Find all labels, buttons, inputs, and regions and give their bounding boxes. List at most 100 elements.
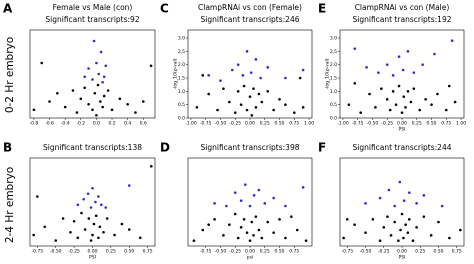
point — [388, 108, 392, 112]
point — [382, 226, 386, 229]
point — [87, 217, 91, 220]
point — [272, 231, 275, 234]
x-tick-label: -0.25 — [229, 249, 241, 255]
x-tick-label: -0.25 — [381, 121, 393, 127]
x-tick-label: -0.25 — [229, 121, 241, 127]
point — [79, 97, 83, 101]
x-tick-label: 0.75 — [289, 249, 299, 255]
y-tick-label: 2.5 — [330, 49, 337, 55]
point — [91, 186, 94, 190]
x-axis-label: PSI — [399, 127, 406, 133]
point — [43, 225, 47, 229]
y-tick-label: 1.5 — [330, 76, 337, 82]
point — [102, 230, 105, 234]
point — [86, 192, 90, 196]
point — [239, 199, 243, 202]
point — [254, 58, 258, 61]
point — [76, 236, 80, 240]
x-tick-label: 0.75 — [441, 121, 451, 127]
point — [402, 236, 405, 240]
y-tick-label: 2.0 — [330, 62, 337, 68]
point — [374, 106, 377, 109]
point — [368, 92, 371, 96]
point — [304, 239, 308, 242]
point — [386, 215, 389, 218]
point — [236, 236, 240, 240]
point — [113, 233, 116, 237]
x-tick-label: -0.25 — [68, 249, 80, 255]
point — [195, 106, 199, 109]
point — [260, 236, 264, 240]
point — [95, 61, 98, 65]
point — [418, 108, 422, 112]
panel-letter: F — [318, 141, 326, 155]
y-tick-label: 0.5 — [330, 102, 337, 108]
axes-frame — [339, 29, 465, 119]
point — [89, 239, 93, 242]
point — [245, 50, 249, 53]
x-tick-label: 0.0 — [93, 121, 100, 127]
point — [96, 83, 100, 87]
point — [365, 66, 368, 69]
x-tick-label: 0.25 — [260, 121, 270, 127]
point — [249, 71, 253, 74]
x-tick-label: 0.2 — [108, 121, 115, 127]
point — [406, 50, 410, 53]
point — [301, 106, 305, 109]
point — [411, 239, 415, 242]
point — [233, 111, 237, 114]
x-tick-label: 0.75 — [452, 249, 462, 255]
point — [228, 100, 231, 104]
point — [82, 197, 85, 201]
x-axis-label: PSI — [89, 255, 96, 261]
point — [201, 74, 205, 77]
point — [213, 202, 216, 205]
point — [364, 231, 367, 234]
x-tick-label: 0.00 — [245, 249, 255, 255]
point — [92, 222, 96, 226]
point — [389, 234, 393, 237]
y-tick-label: 0.0 — [178, 116, 185, 122]
point — [412, 87, 416, 90]
point — [266, 220, 270, 224]
x-tick-label: 0.75 — [143, 249, 153, 255]
point — [380, 87, 383, 90]
point — [415, 226, 418, 229]
x-tick-label: 0.00 — [397, 121, 407, 127]
x-tick-label: 0.25 — [106, 249, 116, 255]
point — [91, 78, 94, 81]
point — [371, 218, 375, 221]
point — [436, 92, 439, 96]
y-tick-label: 0.5 — [178, 102, 185, 108]
point — [213, 218, 216, 221]
y-tick-label: 1.5 — [178, 76, 185, 82]
point — [342, 236, 345, 240]
panel-title: ClampRNAi vs con (Male) — [355, 3, 450, 12]
point — [399, 228, 402, 232]
point — [105, 217, 109, 220]
point — [459, 228, 462, 232]
point — [242, 84, 246, 88]
point — [222, 87, 225, 90]
point — [207, 92, 210, 96]
point — [359, 111, 362, 114]
point — [301, 186, 305, 189]
point — [127, 184, 131, 187]
point — [254, 215, 258, 218]
x-tick-label: -0.50 — [50, 249, 62, 255]
point — [248, 204, 252, 208]
point — [110, 108, 114, 112]
x-tick-label: 0.50 — [124, 249, 134, 255]
point — [433, 52, 436, 56]
point — [272, 108, 275, 112]
point — [69, 230, 72, 234]
point — [75, 111, 79, 114]
panel-letter: D — [160, 141, 170, 155]
point — [429, 234, 433, 237]
point — [94, 200, 97, 204]
point — [257, 228, 261, 232]
point — [201, 228, 205, 232]
x-tick-label: -0.50 — [215, 121, 227, 127]
row-label: 2-4 Hr embryo — [4, 167, 16, 243]
point — [91, 108, 94, 112]
